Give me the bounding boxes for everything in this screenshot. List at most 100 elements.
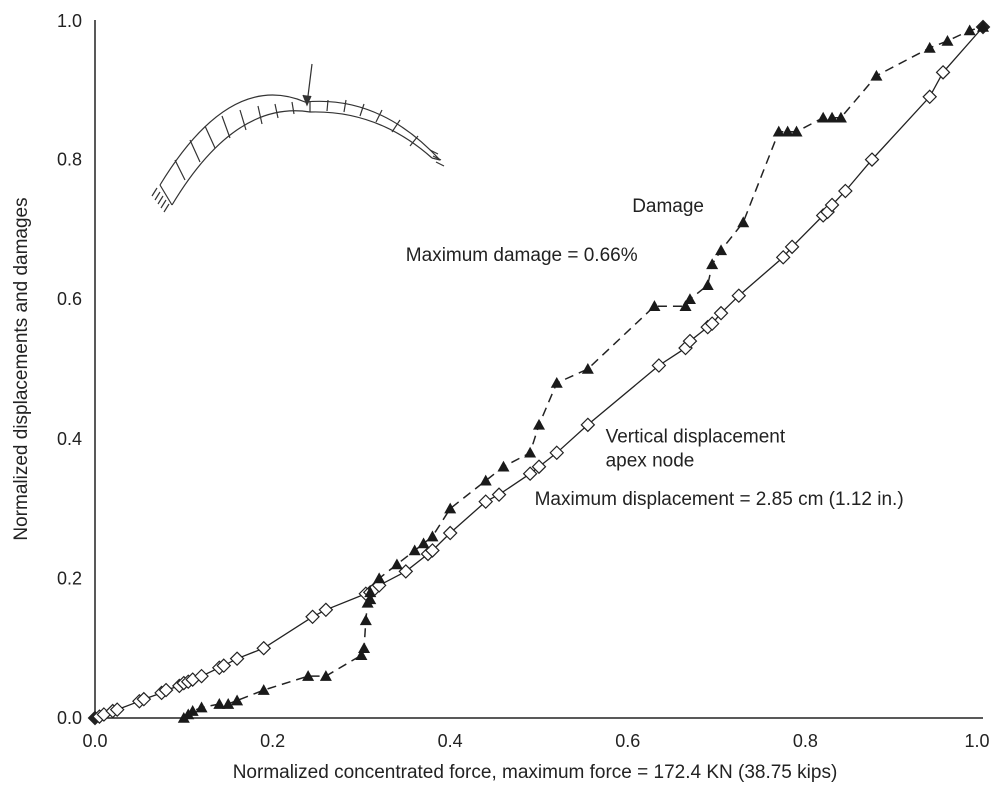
displacement-point [109,702,125,717]
displacement-point [425,543,440,558]
damage-point [533,418,545,430]
displacement-point [704,316,720,331]
damage-point [390,558,403,570]
displacement-point [784,239,800,255]
displacement-point [398,564,414,579]
damage-point [941,34,954,46]
damage-point [231,694,244,706]
damage-point [358,642,371,653]
x-tick-labels: 0.0 0.2 0.4 0.6 0.8 1.0 [82,731,989,751]
damage-point [524,446,537,458]
displacement-point [682,333,698,349]
y-tick-labels: 0.0 0.2 0.4 0.6 0.8 1.0 [57,11,82,728]
displacement-point [194,668,209,684]
damage-point [444,502,457,514]
arch-mesh-sketch [151,63,445,213]
displacement-series-line [94,26,984,719]
damage-point [977,20,989,32]
y-tick-label: 1.0 [57,11,82,31]
damage-point [834,111,847,123]
damage-point [826,111,839,123]
damage-point [963,24,976,36]
y-tick-label: 0.0 [57,708,82,728]
displacement-point [158,682,174,698]
damage-point [417,537,430,549]
annotation-damage: Damage [632,196,704,217]
damage-point [781,125,794,137]
x-tick-label: 0.6 [615,731,640,751]
annotation-vertical-displacement: Vertical displacement [606,426,786,447]
y-tick-label: 0.6 [57,289,82,309]
displacement-point [651,358,667,373]
damage-point [923,41,936,53]
damage-point [408,544,421,556]
y-tick-label: 0.4 [57,429,82,449]
damage-series-line [183,26,984,719]
annotation-max-displacement: Maximum displacement = 2.85 cm (1.12 in.… [535,489,904,510]
damage-point [319,670,332,681]
x-axis-label: Normalized concentrated force, maximum f… [233,762,838,783]
damage-point [426,530,439,542]
displacement-point [922,89,938,105]
displacement-point [136,691,152,707]
displacement-point [478,494,494,509]
damage-point [648,300,661,311]
displacement-point [775,249,791,265]
damage-point [679,300,692,311]
displacement-point [713,305,729,321]
damage-point [213,698,226,709]
displacement-markers [87,19,991,726]
damage-point [355,649,368,660]
damage-point [581,363,594,374]
damage-point [302,670,315,681]
damage-point [772,125,785,137]
displacement-point [442,525,458,541]
damage-point [364,593,377,605]
x-tick-label: 1.0 [964,731,989,751]
damage-point [222,698,235,709]
displacement-point [216,658,232,673]
damage-point [715,244,728,256]
y-axis-label: Normalized displacements and damages [11,197,32,540]
annotation-apex-node: apex node [606,451,695,472]
damage-point [701,279,714,291]
annotation-max-damage: Maximum damage = 0.66% [406,245,638,266]
damage-point [706,258,719,270]
x-tick-label: 0.4 [438,731,463,751]
damage-point [257,684,270,695]
damage-point [359,614,372,626]
displacement-point [838,183,853,199]
damage-point [373,572,386,584]
y-tick-label: 0.8 [57,150,82,170]
displacement-point [864,152,880,167]
displacement-point [580,417,596,433]
damage-markers [177,20,989,723]
damage-point [817,111,830,123]
damage-point [683,293,696,304]
x-tick-label: 0.8 [793,731,818,751]
damage-point [550,376,563,388]
displacement-point [256,640,272,656]
displacement-point [549,445,565,461]
damage-point [186,705,199,716]
damage-point [195,701,208,713]
damage-point [790,125,803,137]
x-tick-label: 0.0 [82,731,107,751]
displacement-point [491,487,507,502]
displacement-point [229,651,245,667]
y-tick-label: 0.2 [57,568,82,588]
axes [94,20,983,719]
damage-point [479,474,492,486]
displacement-point [522,466,538,482]
damage-point [870,69,883,81]
displacement-point [305,609,320,625]
displacement-point [531,459,547,475]
displacement-point [935,65,951,80]
displacement-point [824,197,840,213]
x-tick-label: 0.2 [260,731,285,751]
annotations: Damage Maximum damage = 0.66% Vertical d… [406,196,904,510]
damage-point [364,586,377,598]
displacement-point [318,602,334,618]
damage-point [737,216,750,228]
